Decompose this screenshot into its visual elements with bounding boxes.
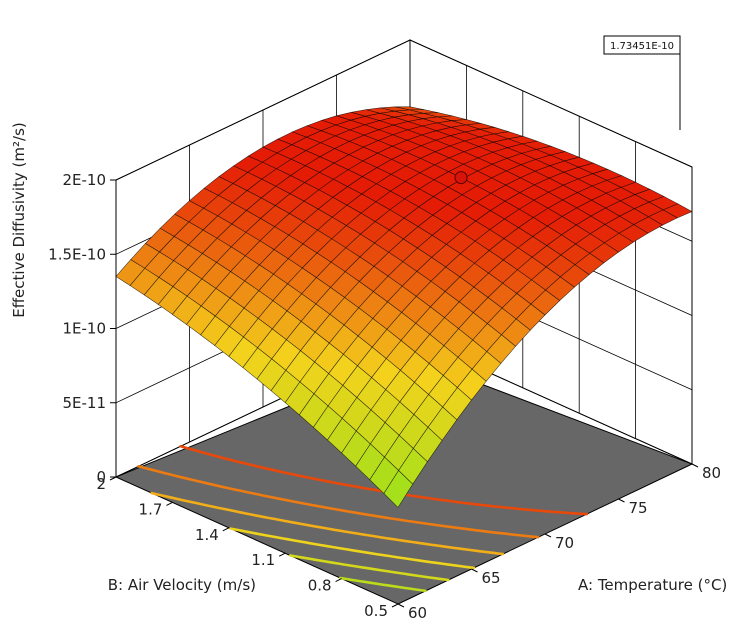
y-tick-mark: [166, 501, 173, 506]
contour-line: [229, 527, 476, 570]
y-axis-title: B: Air Velocity (m/s): [108, 576, 256, 594]
x-tick-mark: [691, 463, 699, 468]
z-tick-label: 5E-11: [62, 394, 106, 412]
x-tick-label: 65: [482, 569, 501, 587]
wall-grid-line: [115, 39, 693, 181]
contour-line: [289, 554, 450, 582]
y-tick-mark: [335, 578, 342, 583]
x-tick-label: 70: [555, 534, 574, 552]
y-tick-mark: [222, 527, 230, 532]
x-tick-label: 75: [629, 499, 648, 517]
y-tick-mark: [109, 476, 117, 481]
max-point-dot: [454, 171, 468, 185]
y-tick-label: 0.8: [308, 577, 332, 595]
y-tick-label: 2: [96, 475, 106, 493]
y-tick-mark: [391, 603, 399, 608]
z-tick-label: 0: [96, 468, 106, 486]
y-tick-label: 0.5: [364, 602, 388, 620]
x-tick-mark: [397, 603, 405, 608]
z-tick-label: 2E-10: [62, 171, 106, 189]
z-tick-label: 1E-10: [62, 320, 106, 338]
x-tick-label: 80: [702, 464, 721, 482]
x-axis-title: A: Temperature (°C): [578, 576, 727, 594]
y-tick-label: 1.1: [251, 551, 275, 569]
z-axis-ticks: 0 5E-11 1E-10 1.5E-10 2E-10: [48, 171, 116, 486]
max-value-label: 1.73451E-10: [610, 41, 674, 52]
floor-contours: [137, 343, 589, 593]
x-tick-mark: [618, 498, 625, 503]
y-axis-ticks: 0.5 0.8 1.1 1.4 1.7 2: [96, 475, 399, 620]
x-tick-mark: [544, 533, 552, 538]
z-tick-label: 1.5E-10: [48, 245, 106, 263]
x-tick-label: 60: [408, 604, 427, 622]
x-axis-ticks: 60 65 70 75 80: [397, 463, 721, 622]
y-tick-label: 1.7: [139, 500, 163, 518]
x-tick-mark: [471, 568, 478, 573]
response-surface: [115, 106, 693, 508]
contour-line: [339, 576, 427, 593]
contour-line: [150, 491, 505, 556]
y-tick-mark: [278, 552, 286, 557]
z-axis-title: Effective Diffusivity (m²/s): [10, 122, 28, 318]
contour-line: [137, 465, 540, 539]
max-value-flag: 1.73451E-10: [603, 35, 681, 130]
y-tick-label: 1.4: [195, 526, 219, 544]
surface-facet: [383, 470, 414, 508]
max-point-marker: [454, 171, 468, 185]
